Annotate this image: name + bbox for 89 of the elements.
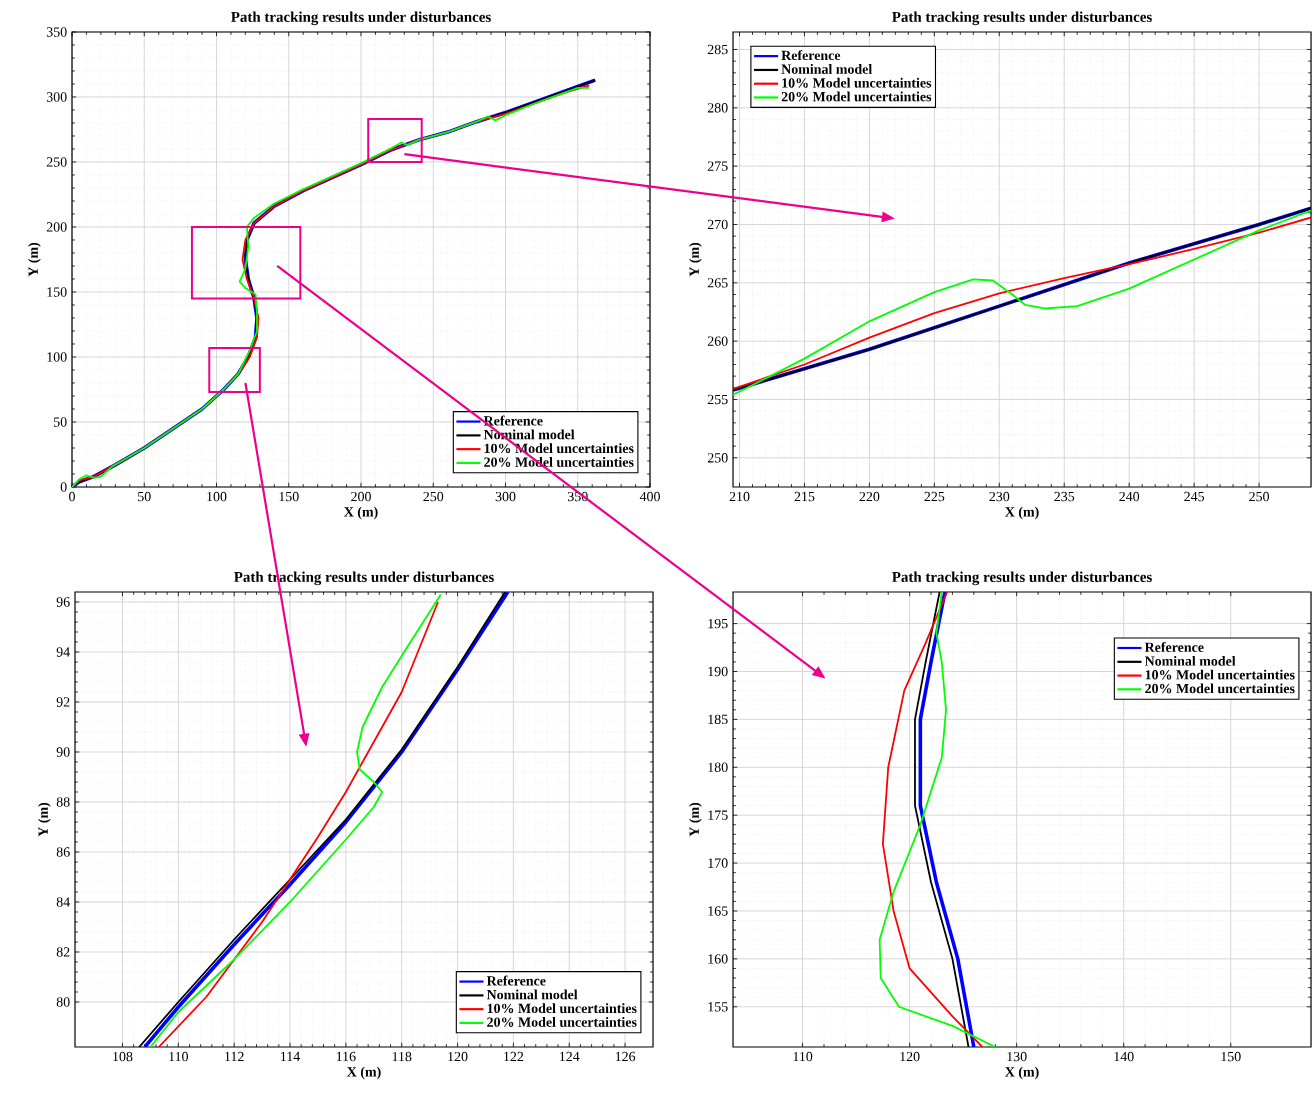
x-tick-label: 110 bbox=[169, 1051, 188, 1062]
x-tick-label: 250 bbox=[423, 491, 444, 502]
y-tick-label: 165 bbox=[708, 906, 728, 916]
x-tick-label: 114 bbox=[281, 1051, 301, 1062]
y-tick-label: 280 bbox=[707, 103, 728, 113]
x-tick-label: 225 bbox=[924, 491, 945, 502]
y-tick-label: 180 bbox=[708, 762, 728, 772]
y-tick-label: 155 bbox=[708, 1002, 728, 1012]
x-axis-title: X (m) bbox=[344, 506, 378, 520]
y-tick-label: 170 bbox=[708, 858, 728, 868]
chart-title: Path tracking results under disturbances bbox=[892, 571, 1152, 586]
y-tick-label: 150 bbox=[47, 287, 67, 297]
y-tick-label: 100 bbox=[47, 352, 67, 362]
x-tick-label: 50 bbox=[138, 491, 151, 502]
x-tick-label: 150 bbox=[279, 491, 299, 502]
x-tick-label: 108 bbox=[113, 1051, 133, 1062]
y-tick-label: 260 bbox=[707, 336, 728, 346]
x-tick-label: 235 bbox=[1054, 491, 1075, 502]
y-tick-label: 0 bbox=[60, 482, 67, 492]
x-tick-label: 112 bbox=[225, 1051, 244, 1062]
x-tick-label: 140 bbox=[1114, 1051, 1134, 1062]
legend-label: Nominal model bbox=[1144, 655, 1236, 666]
x-tick-label: 250 bbox=[1249, 491, 1269, 502]
legend-label: 10% Model uncertainties bbox=[782, 77, 932, 88]
x-tick-label: 110 bbox=[793, 1051, 813, 1062]
x-tick-label: 200 bbox=[351, 491, 371, 502]
legend-label: Nominal model bbox=[486, 989, 578, 1000]
y-tick-label: 300 bbox=[46, 92, 67, 102]
y-tick-label: 255 bbox=[707, 394, 728, 405]
x-tick-label: 400 bbox=[639, 491, 660, 502]
y-tick-label: 185 bbox=[708, 714, 728, 725]
y-axis-title: Y (m) bbox=[689, 802, 702, 837]
x-tick-label: 210 bbox=[729, 491, 750, 502]
x-tick-label: 150 bbox=[1221, 1051, 1241, 1062]
legend-label: Reference bbox=[781, 50, 841, 61]
y-tick-label: 350 bbox=[46, 27, 67, 37]
x-tick-label: 220 bbox=[859, 491, 880, 502]
y-tick-label: 80 bbox=[56, 997, 70, 1007]
y-tick-label: 250 bbox=[707, 453, 728, 463]
legend-label: Nominal model bbox=[781, 64, 872, 74]
x-tick-label: 100 bbox=[207, 491, 227, 502]
y-tick-label: 84 bbox=[56, 897, 70, 907]
y-tick-label: 82 bbox=[56, 947, 70, 957]
y-axis-title: Y (m) bbox=[28, 242, 41, 277]
x-tick-label: 240 bbox=[1119, 491, 1140, 502]
legend-label: Reference bbox=[1144, 642, 1204, 652]
legend-label: 20% Model uncertainties bbox=[1145, 683, 1295, 694]
y-tick-label: 50 bbox=[54, 417, 67, 427]
y-tick-label: 92 bbox=[56, 697, 70, 707]
x-tick-label: 230 bbox=[989, 491, 1010, 502]
y-tick-label: 94 bbox=[56, 647, 70, 657]
x-tick-label: 118 bbox=[392, 1051, 412, 1062]
x-tick-label: 120 bbox=[900, 1051, 920, 1062]
legend-label: 10% Model uncertainties bbox=[487, 1003, 637, 1014]
x-tick-label: 122 bbox=[504, 1051, 524, 1062]
y-tick-label: 160 bbox=[708, 954, 728, 964]
x-tick-label: 126 bbox=[615, 1051, 636, 1062]
legend-label: Reference bbox=[486, 975, 546, 986]
y-tick-label: 96 bbox=[56, 597, 70, 607]
y-axis-title: Y (m) bbox=[38, 802, 51, 837]
x-tick-label: 124 bbox=[560, 1051, 580, 1062]
legend-label: 20% Model uncertainties bbox=[487, 1017, 637, 1027]
y-tick-label: 285 bbox=[707, 44, 728, 55]
legend-label: Reference bbox=[483, 415, 543, 426]
y-tick-label: 270 bbox=[707, 219, 728, 230]
x-tick-label: 120 bbox=[448, 1051, 468, 1062]
y-tick-label: 90 bbox=[56, 747, 70, 757]
y-tick-label: 200 bbox=[46, 222, 67, 232]
y-tick-label: 190 bbox=[708, 666, 728, 677]
x-tick-label: 116 bbox=[336, 1051, 356, 1062]
x-tick-label: 215 bbox=[794, 491, 815, 502]
x-axis-title: X (m) bbox=[1005, 1066, 1039, 1080]
legend-label: 20% Model uncertainties bbox=[781, 91, 932, 102]
y-axis-title: Y (m) bbox=[689, 242, 702, 277]
y-tick-label: 275 bbox=[707, 161, 728, 171]
y-tick-label: 175 bbox=[708, 810, 728, 820]
legend-label: 10% Model uncertainties bbox=[1145, 669, 1295, 680]
y-tick-label: 88 bbox=[56, 797, 70, 807]
x-tick-label: 300 bbox=[495, 491, 516, 502]
y-tick-label: 86 bbox=[56, 847, 70, 857]
y-tick-label: 250 bbox=[46, 157, 67, 167]
x-tick-label: 245 bbox=[1184, 491, 1205, 502]
chart-title: Path tracking results under disturbances bbox=[231, 11, 491, 26]
y-tick-label: 195 bbox=[708, 618, 728, 629]
x-axis-title: X (m) bbox=[347, 1066, 381, 1080]
chart-title: Path tracking results under disturbances bbox=[892, 11, 1152, 26]
y-tick-label: 265 bbox=[707, 278, 728, 288]
x-axis-title: X (m) bbox=[1005, 506, 1039, 520]
x-tick-label: 130 bbox=[1007, 1051, 1027, 1062]
